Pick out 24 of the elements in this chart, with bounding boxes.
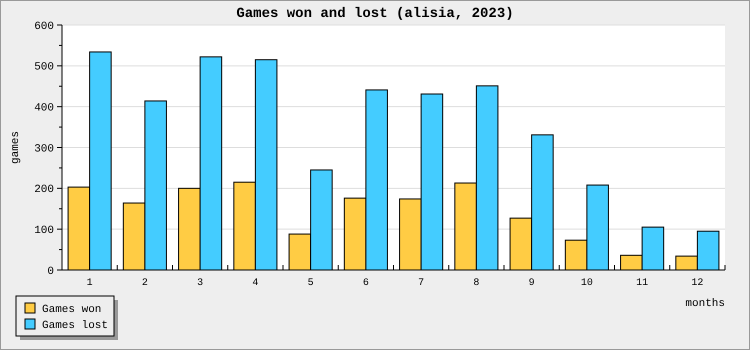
y-tick-label: 500	[34, 62, 54, 74]
chart-title: Games won and lost (alisia, 2023)	[236, 6, 514, 22]
x-tick-label: 8	[473, 278, 480, 289]
y-tick-label: 600	[34, 20, 54, 33]
y-tick-label: 0	[47, 266, 54, 278]
y-tick-label: 300	[34, 143, 54, 156]
x-tick-label: 11	[636, 278, 648, 289]
y-tick-label: 400	[34, 102, 54, 115]
y-tick-label: 100	[34, 225, 54, 238]
x-tick-label: 10	[580, 278, 593, 289]
x-tick-label: 9	[528, 278, 535, 289]
x-tick-label: 2	[142, 278, 148, 289]
legend-label: Games won	[42, 304, 102, 316]
x-tick-label: 1	[86, 278, 93, 289]
x-axis-title: months	[685, 298, 725, 310]
x-tick-label: 3	[197, 278, 204, 289]
x-tick-label: 6	[362, 278, 369, 289]
x-tick-label: 5	[308, 278, 314, 289]
y-tick-label: 200	[34, 184, 54, 196]
x-tick-label: 7	[418, 278, 424, 289]
legend-label: Games lost	[42, 320, 108, 332]
x-tick-label: 4	[252, 278, 258, 289]
y-axis-title: games	[10, 130, 22, 164]
x-tick-label: 12	[691, 278, 704, 289]
